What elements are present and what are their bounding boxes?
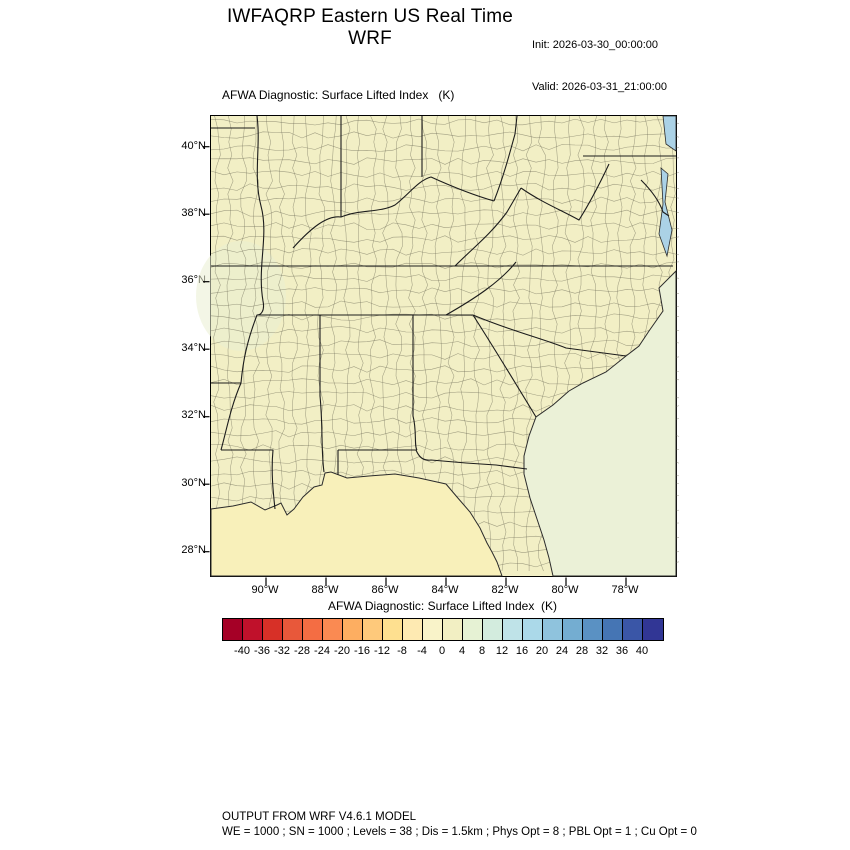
mississippi-river-border: [220, 115, 265, 451]
colorbar-tick: -8: [397, 645, 407, 657]
colorbar-tick: 28: [575, 645, 589, 657]
lat-label-40n: 40°N: [181, 140, 206, 152]
state-boundaries: [211, 115, 676, 510]
colorbar-tick: -4: [417, 645, 427, 657]
map-frame: [196, 115, 680, 585]
ohio-river-border: [292, 176, 495, 249]
colorbar-cell: [423, 619, 443, 640]
lat-label-28n: 28°N: [181, 544, 206, 556]
init-valid-block: Init: 2026-03-30_00:00:00 Valid: 2026-03…: [532, 10, 667, 122]
init-time: Init: 2026-03-30_00:00:00: [532, 39, 658, 51]
colorbar-tick: -28: [294, 645, 310, 657]
colorbar-title: AFWA Diagnostic: Surface Lifted Index (K…: [328, 599, 557, 613]
colorbar-cell: [503, 619, 523, 640]
colorbar-cell: [303, 619, 323, 640]
page-title: IWFAQRP Eastern US Real Time WRF: [226, 6, 514, 49]
gulf-of-mexico: [210, 471, 503, 577]
colorbar-tick: 24: [555, 645, 569, 657]
colorbar-tick: -20: [334, 645, 350, 657]
colorbar-cell: [383, 619, 403, 640]
colorbar-tick: 4: [458, 645, 466, 657]
lat-label-34n: 34°N: [181, 342, 206, 354]
lat-label-38n: 38°N: [181, 207, 206, 219]
colorbar-tick: 8: [478, 645, 486, 657]
colorbar-cell: [343, 619, 363, 640]
colorbar-cell: [263, 619, 283, 640]
colorbar-cell: [283, 619, 303, 640]
model-config-line: WE = 1000 ; SN = 1000 ; Levels = 38 ; Di…: [222, 826, 697, 838]
lon-label-86w: 86°W: [371, 584, 399, 596]
delaware-bay: [662, 115, 677, 152]
colorbar-cell: [323, 619, 343, 640]
la-ms-border: [221, 449, 276, 510]
colorbar-tick: -32: [274, 645, 290, 657]
map-canvas: [196, 115, 680, 585]
colorbar-tick: -24: [314, 645, 330, 657]
ms-al-border: [319, 315, 325, 473]
colorbar-cell: [223, 619, 243, 640]
lon-label-82w: 82°W: [491, 584, 519, 596]
colorbar-cell: [363, 619, 383, 640]
wv-va-border: [520, 163, 610, 221]
colorbar: [222, 618, 664, 641]
colorbar-tick: 32: [595, 645, 609, 657]
colorbar-tick: 36: [615, 645, 629, 657]
colorbar-tick: -40: [234, 645, 250, 657]
colorbar-cell: [563, 619, 583, 640]
colorbar-tick: 20: [535, 645, 549, 657]
colorbar-tick: 40: [635, 645, 649, 657]
colorbar-cell: [463, 619, 483, 640]
valid-time: Valid: 2026-03-31_21:00:00: [532, 81, 667, 93]
md-va-potomac-border: [640, 179, 670, 217]
colorbar-cell: [403, 619, 423, 640]
lon-label-84w: 84°W: [431, 584, 459, 596]
colorbar-cell: [483, 619, 503, 640]
lon-label-80w: 80°W: [551, 584, 579, 596]
colorbar-tick: 16: [515, 645, 529, 657]
colorbar-tick: -36: [254, 645, 270, 657]
al-ga-border: [412, 315, 418, 451]
colorbar-tick: 0: [438, 645, 446, 657]
field-label: AFWA Diagnostic: Surface Lifted Index (K…: [222, 88, 455, 102]
axis-ticks: [203, 146, 627, 585]
colorbar-cell: [583, 619, 603, 640]
ga-sc-border: [472, 314, 537, 418]
fl-north-border: [338, 449, 528, 470]
lon-label-90w: 90°W: [251, 584, 279, 596]
colorbar-tick: -16: [354, 645, 370, 657]
colorbar-cell: [543, 619, 563, 640]
lon-label-88w: 88°W: [311, 584, 339, 596]
oh-wv-border: [493, 115, 518, 202]
colorbar-tick: -12: [374, 645, 390, 657]
land-variation-patch: [196, 241, 286, 351]
colorbar-cell: [523, 619, 543, 640]
colorbar-cell: [603, 619, 623, 640]
colorbar-cell: [643, 619, 663, 640]
colorbar-tick: 12: [495, 645, 509, 657]
lat-label-32n: 32°N: [181, 409, 206, 421]
model-output-line: OUTPUT FROM WRF V4.6.1 MODEL: [222, 811, 417, 823]
colorbar-cell: [623, 619, 643, 640]
tn-nc-border: [445, 261, 517, 316]
lon-label-78w: 78°W: [611, 584, 639, 596]
lat-label-30n: 30°N: [181, 477, 206, 489]
colorbar-cell: [443, 619, 463, 640]
nc-sc-border: [472, 314, 627, 357]
colorbar-cell: [243, 619, 263, 640]
ky-va-border: [454, 187, 522, 267]
